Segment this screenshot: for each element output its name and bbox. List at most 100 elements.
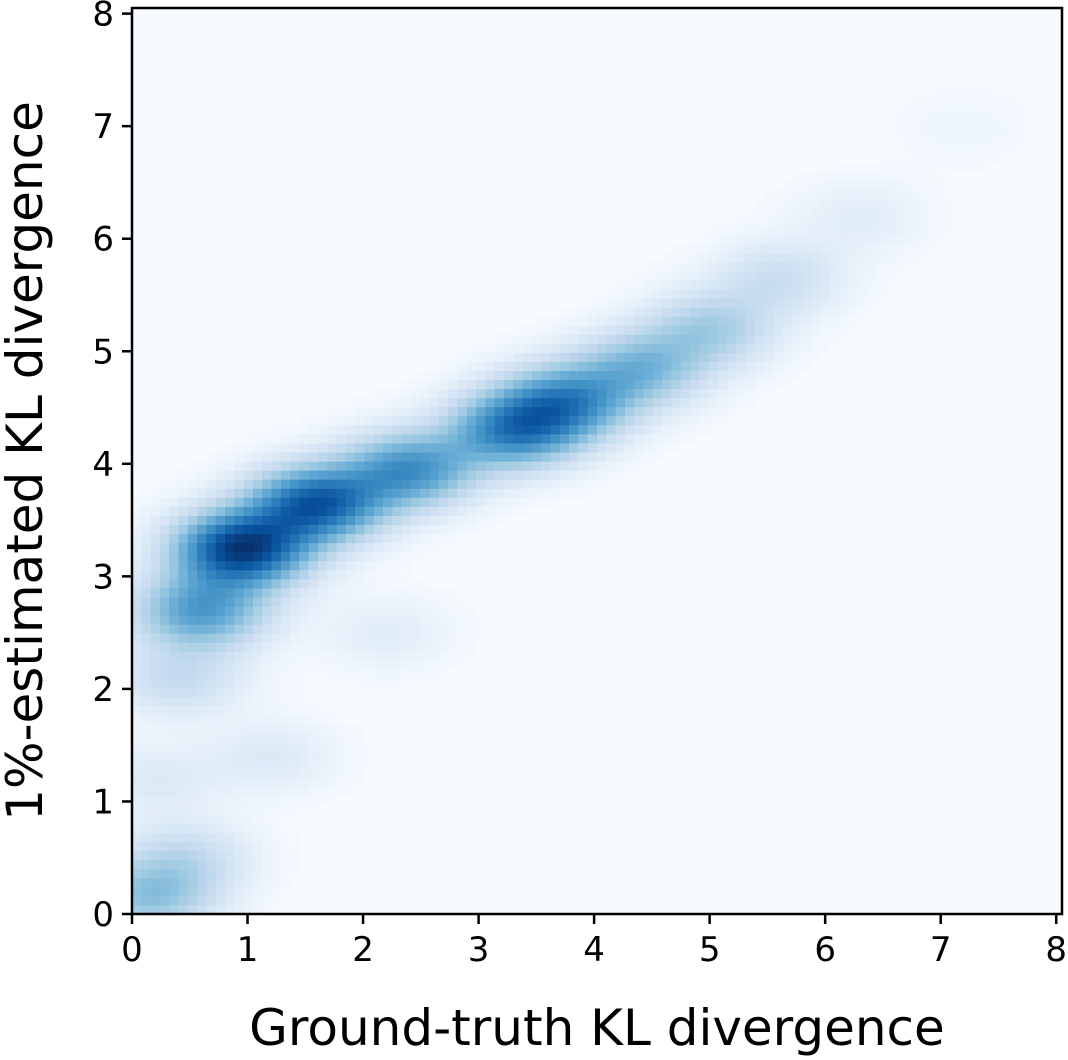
heatmap-cell (280, 859, 291, 870)
heatmap-cell (448, 451, 459, 462)
heatmap-cell (783, 189, 793, 199)
heatmap-cell (615, 279, 626, 290)
heatmap-cell (401, 461, 412, 471)
heatmap-cell (141, 560, 152, 571)
heatmap-cell (178, 587, 189, 598)
heatmap-cell (438, 515, 449, 526)
heatmap-cell (624, 379, 635, 390)
heatmap-cell (327, 515, 338, 526)
heatmap-cell (541, 442, 552, 453)
heatmap-cell (206, 651, 217, 661)
heatmap-cell (727, 334, 738, 344)
heatmap-cell (383, 506, 393, 516)
heatmap-cell (355, 750, 366, 761)
heatmap-cell (513, 325, 524, 335)
heatmap-cell (411, 587, 421, 598)
heatmap-cell (206, 841, 217, 852)
heatmap-cell (755, 316, 765, 326)
heatmap-cell (773, 216, 784, 227)
heatmap-cell (438, 470, 449, 480)
heatmap-cell (197, 859, 207, 870)
heatmap-cell (652, 352, 663, 362)
heatmap-cell (141, 823, 152, 834)
heatmap-cell (801, 325, 812, 335)
x-tick-label: 2 (352, 930, 374, 970)
heatmap-cell (531, 352, 542, 362)
heatmap-cell (345, 587, 356, 598)
heatmap-cell (522, 506, 533, 516)
heatmap-cell (569, 461, 579, 471)
heatmap-cell (178, 687, 189, 698)
heatmap-cell (132, 832, 142, 843)
heatmap-cell (1015, 107, 1026, 118)
heatmap-cell (206, 578, 217, 589)
heatmap-cell (373, 497, 384, 507)
heatmap-cell (364, 497, 375, 507)
heatmap-cell (950, 116, 961, 127)
heatmap-cell (783, 334, 793, 344)
heatmap-cell (597, 424, 607, 435)
heatmap-cell (420, 596, 431, 607)
heatmap-cell (215, 633, 226, 643)
heatmap-cell (383, 569, 393, 580)
heatmap-cell (197, 841, 207, 852)
heatmap-cell (178, 651, 189, 661)
heatmap-cell (392, 651, 403, 661)
heatmap-cell (708, 388, 719, 399)
heatmap-cell (178, 506, 189, 516)
heatmap-cell (810, 171, 821, 181)
heatmap-cell (448, 624, 459, 634)
heatmap-cell (159, 615, 170, 625)
heatmap-cell (773, 352, 784, 362)
heatmap-cell (159, 841, 170, 852)
heatmap-cell (308, 759, 319, 770)
heatmap-cell (448, 506, 459, 516)
heatmap-cell (187, 741, 198, 752)
heatmap-cell (141, 642, 152, 652)
heatmap-cell (252, 886, 263, 897)
heatmap-cell (606, 325, 617, 335)
heatmap-cell (290, 587, 300, 598)
heatmap-cell (243, 524, 254, 535)
heatmap-cell (187, 823, 198, 834)
heatmap-cell (364, 397, 375, 408)
heatmap-cell (717, 379, 728, 390)
heatmap-cell (820, 189, 831, 199)
heatmap-cell (132, 868, 142, 879)
heatmap-cell (299, 687, 310, 698)
heatmap-cell (308, 642, 319, 652)
heatmap-cell (848, 261, 858, 272)
heatmap-cell (373, 488, 384, 498)
heatmap-cell (262, 886, 273, 897)
heatmap-cell (606, 288, 617, 299)
heatmap-cell (522, 415, 533, 426)
heatmap-cell (541, 424, 552, 435)
heatmap-cell (290, 687, 300, 698)
heatmap-cell (411, 497, 421, 507)
heatmap-cell (262, 542, 273, 553)
heatmap-cell (271, 859, 282, 870)
heatmap-cell (252, 705, 263, 716)
heatmap-cell (569, 424, 579, 435)
heatmap-cell (699, 424, 710, 435)
heatmap-cell (466, 442, 477, 453)
heatmap-cell (355, 506, 366, 516)
heatmap-cell (318, 750, 328, 761)
heatmap-cell (550, 415, 561, 426)
heatmap-cell (885, 198, 896, 208)
heatmap-cell (373, 542, 384, 553)
heatmap-cell (504, 334, 514, 344)
heatmap-cell (225, 533, 235, 544)
heatmap-cell (150, 651, 161, 661)
heatmap-cell (271, 488, 282, 498)
heatmap-cell (169, 578, 180, 589)
heatmap-cell (141, 877, 152, 888)
heatmap-cell (485, 352, 496, 362)
heatmap-cell (187, 542, 198, 553)
heatmap-cell (373, 605, 384, 616)
heatmap-cell (950, 152, 961, 163)
heatmap-cell (569, 470, 579, 480)
heatmap-cell (903, 116, 914, 127)
heatmap-cell (318, 587, 328, 598)
